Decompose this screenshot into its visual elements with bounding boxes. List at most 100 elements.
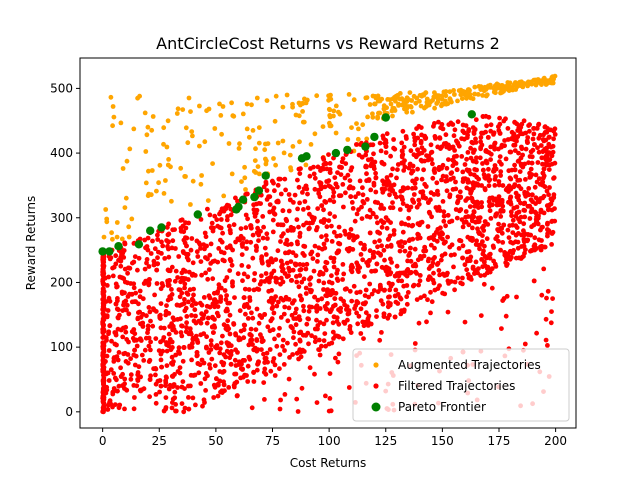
filtered-point (209, 356, 215, 362)
filtered-point (166, 331, 172, 337)
filtered-point (480, 114, 486, 119)
augmented-point (178, 165, 184, 171)
augmented-point (273, 162, 278, 168)
filtered-point (455, 275, 461, 281)
filtered-point (308, 275, 314, 280)
filtered-point (450, 187, 456, 192)
filtered-point (314, 227, 319, 233)
filtered-point (425, 258, 431, 264)
filtered-point (142, 347, 148, 353)
filtered-point (187, 345, 193, 350)
augmented-point (156, 180, 162, 186)
filtered-point (463, 209, 469, 214)
filtered-point (107, 256, 113, 262)
filtered-point (457, 189, 463, 195)
filtered-point (195, 361, 201, 366)
filtered-point (330, 194, 336, 199)
augmented-point (256, 171, 262, 177)
filtered-point (546, 167, 552, 173)
augmented-point (124, 158, 130, 164)
augmented-point (449, 99, 454, 105)
filtered-point (481, 248, 486, 254)
filtered-point (430, 161, 435, 167)
filtered-point (124, 387, 130, 393)
augmented-point (205, 198, 211, 204)
augmented-point (396, 103, 401, 108)
filtered-point (481, 228, 487, 233)
filtered-point (267, 202, 273, 208)
filtered-point (453, 179, 458, 185)
filtered-point (500, 208, 506, 214)
filtered-point (274, 279, 279, 285)
augmented-point (199, 173, 205, 178)
filtered-point (331, 229, 337, 235)
filtered-point (224, 245, 230, 251)
augmented-point (212, 126, 218, 131)
filtered-point (470, 185, 476, 191)
filtered-point (226, 203, 232, 209)
filtered-point (402, 164, 408, 170)
filtered-point (478, 146, 483, 152)
filtered-point (349, 298, 355, 304)
augmented-point (478, 84, 484, 90)
augmented-point (157, 162, 163, 168)
augmented-point (367, 102, 373, 107)
filtered-point (535, 160, 541, 165)
filtered-point (154, 267, 160, 273)
filtered-point (101, 409, 106, 415)
augmented-point (264, 98, 270, 103)
filtered-point (393, 299, 399, 305)
augmented-point (331, 108, 337, 114)
filtered-point (245, 274, 251, 280)
filtered-point (326, 341, 332, 347)
filtered-point (322, 184, 328, 190)
filtered-point (521, 243, 527, 249)
filtered-point (301, 276, 307, 282)
filtered-point (469, 195, 474, 201)
filtered-point (283, 241, 288, 247)
filtered-point (394, 263, 400, 269)
filtered-point (348, 227, 354, 232)
filtered-point (230, 280, 235, 286)
filtered-point (432, 170, 438, 175)
filtered-point (463, 198, 469, 203)
filtered-point (372, 239, 378, 245)
filtered-point (428, 150, 434, 156)
filtered-point (117, 312, 122, 318)
filtered-point (549, 309, 554, 314)
augmented-point (447, 89, 453, 95)
filtered-point (511, 205, 517, 211)
filtered-point (358, 252, 364, 257)
augmented-point (165, 162, 171, 168)
filtered-point (465, 272, 471, 277)
filtered-point (432, 166, 437, 172)
filtered-point (194, 249, 200, 255)
filtered-point (205, 276, 211, 282)
filtered-point (262, 245, 268, 251)
filtered-point (308, 166, 313, 171)
filtered-point (172, 372, 177, 377)
filtered-point (145, 330, 150, 336)
filtered-point (122, 266, 128, 272)
filtered-point (333, 333, 338, 339)
filtered-point (251, 277, 257, 283)
filtered-point (137, 336, 143, 342)
filtered-point (167, 278, 172, 283)
filtered-point (460, 255, 465, 261)
filtered-point (378, 148, 384, 154)
filtered-point (329, 223, 334, 229)
filtered-point (120, 334, 126, 340)
filtered-point (247, 295, 253, 300)
filtered-point (487, 251, 493, 257)
filtered-point (326, 279, 332, 285)
filtered-point (319, 343, 324, 349)
filtered-point (255, 218, 260, 224)
filtered-point (531, 125, 537, 131)
filtered-point (198, 320, 204, 326)
filtered-point (532, 235, 538, 241)
filtered-point (311, 171, 317, 177)
filtered-point (207, 365, 213, 371)
filtered-point (358, 331, 364, 336)
filtered-point (265, 236, 270, 241)
filtered-point (349, 200, 355, 205)
